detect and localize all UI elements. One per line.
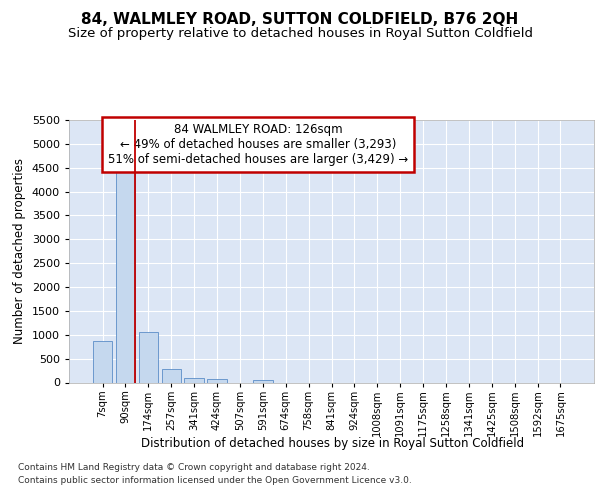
Text: Contains HM Land Registry data © Crown copyright and database right 2024.: Contains HM Land Registry data © Crown c…: [18, 462, 370, 471]
Bar: [253, 380, 272, 382]
Text: Distribution of detached houses by size in Royal Sutton Coldfield: Distribution of detached houses by size …: [142, 438, 524, 450]
Bar: [116, 168, 135, 382]
Bar: [184, 378, 204, 382]
Y-axis label: Number of detached properties: Number of detached properties: [13, 158, 26, 344]
Bar: [208, 379, 227, 382]
Text: 84 WALMLEY ROAD: 126sqm
← 49% of detached houses are smaller (3,293)
51% of semi: 84 WALMLEY ROAD: 126sqm ← 49% of detache…: [108, 122, 408, 166]
Bar: [161, 369, 181, 382]
Text: 84, WALMLEY ROAD, SUTTON COLDFIELD, B76 2QH: 84, WALMLEY ROAD, SUTTON COLDFIELD, B76 …: [82, 12, 518, 28]
Bar: [139, 332, 158, 382]
Text: Contains public sector information licensed under the Open Government Licence v3: Contains public sector information licen…: [18, 476, 412, 485]
Text: Size of property relative to detached houses in Royal Sutton Coldfield: Size of property relative to detached ho…: [67, 28, 533, 40]
Bar: [93, 340, 112, 382]
